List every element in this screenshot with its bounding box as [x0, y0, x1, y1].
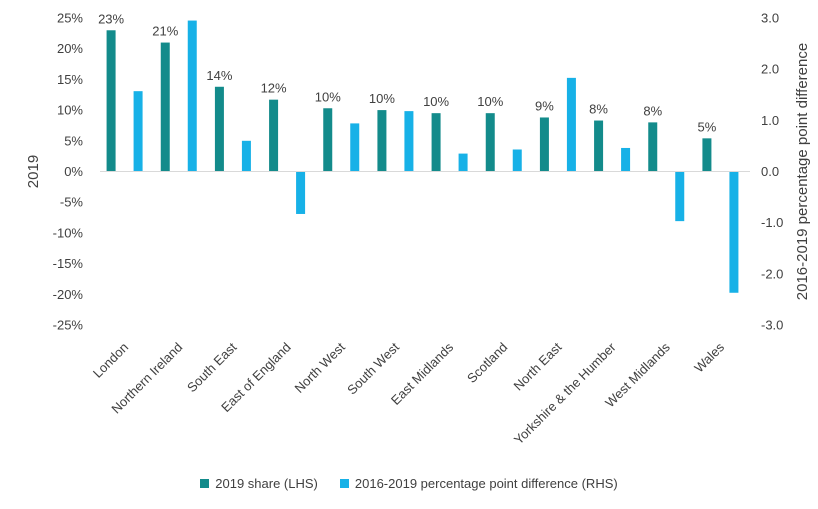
bar-pp-difference: [133, 91, 143, 172]
bar-2019-share: [160, 42, 170, 172]
data-label: 10%: [315, 89, 341, 104]
left-tick-label: 25%: [57, 11, 83, 26]
category-label: Scotland: [464, 340, 510, 386]
right-tick-label: 3.0: [761, 11, 779, 26]
legend-item-pp-difference: 2016-2019 percentage point difference (R…: [339, 475, 618, 491]
bar-2019-share: [648, 122, 658, 172]
category-label: Wales: [691, 339, 727, 375]
left-tick-label: -5%: [60, 195, 84, 210]
left-tick-label: -10%: [53, 225, 84, 240]
data-label: 10%: [423, 94, 449, 109]
legend: 2019 share (LHS) 2016-2019 percentage po…: [0, 472, 818, 494]
right-tick-label: 2.0: [761, 62, 779, 77]
bar-2019-share: [594, 120, 604, 172]
bar-pp-difference: [621, 147, 631, 172]
bar-2019-share: [539, 117, 549, 172]
bar-2019-share: [431, 113, 441, 172]
bar-2019-share: [269, 99, 279, 172]
bar-pp-difference: [350, 123, 360, 172]
bar-pp-difference: [675, 171, 685, 222]
left-tick-label: -20%: [53, 287, 84, 302]
left-tick-label: 20%: [57, 41, 83, 56]
bar-2019-share: [106, 30, 116, 172]
bar-2019-share: [485, 113, 495, 172]
right-axis-title: 2016-2019 percentage point difference: [794, 43, 811, 300]
left-tick-label: 5%: [64, 133, 83, 148]
bar-pp-difference: [512, 149, 522, 172]
right-tick-label: -2.0: [761, 266, 783, 281]
left-tick-label: -25%: [53, 318, 84, 333]
category-label: North West: [291, 339, 348, 396]
left-tick-label: 0%: [64, 164, 83, 179]
bar-pp-difference: [296, 171, 306, 214]
bar-2019-share: [214, 86, 224, 172]
data-label: 12%: [261, 81, 287, 96]
data-label: 23%: [98, 11, 124, 26]
data-label: 8%: [589, 102, 608, 117]
data-label: 9%: [535, 98, 554, 113]
data-label: 8%: [643, 103, 662, 118]
left-tick-label: -15%: [53, 256, 84, 271]
left-tick-label: 10%: [57, 103, 83, 118]
data-label: 14%: [206, 68, 232, 83]
bar-pp-difference: [241, 140, 251, 172]
category-label: North East: [510, 339, 564, 393]
bar-2019-share: [323, 108, 333, 172]
left-tick-label: 15%: [57, 72, 83, 87]
data-label: 5%: [698, 119, 717, 134]
category-label: Yorkshire & the Humber: [511, 339, 619, 447]
bar-pp-difference: [404, 111, 414, 172]
bar-pp-difference: [729, 171, 739, 293]
legend-label-2019-share: 2019 share (LHS): [215, 475, 318, 491]
data-label: 10%: [477, 94, 503, 109]
bar-pp-difference: [566, 77, 576, 172]
chart: 25% 20% 15% 10% 5% 0% -5% -10% -15% -20% -25% 3.0 2.…: [25, 11, 811, 448]
left-axis-title: 2019: [25, 155, 42, 188]
data-label: 21%: [152, 24, 178, 39]
right-tick-label: 0.0: [761, 164, 779, 179]
right-tick-label: 1.0: [761, 113, 779, 128]
bar-pp-difference: [458, 153, 468, 172]
legend-swatch-pp-difference: [339, 478, 349, 488]
bar-pp-difference: [187, 20, 197, 172]
category-label: South West: [344, 339, 402, 397]
category-label: London: [90, 340, 131, 381]
bar-2019-share: [702, 138, 712, 172]
legend-item-2019-share: 2019 share (LHS): [200, 476, 318, 491]
legend-label-pp-difference: 2016-2019 percentage point difference (R…: [354, 475, 618, 491]
data-label: 10%: [369, 91, 395, 106]
bar-2019-share: [377, 110, 387, 172]
legend-swatch-2019-share: [200, 478, 210, 488]
category-label: South East: [184, 339, 240, 395]
right-tick-label: -3.0: [761, 318, 783, 333]
right-tick-label: -1.0: [761, 215, 783, 230]
